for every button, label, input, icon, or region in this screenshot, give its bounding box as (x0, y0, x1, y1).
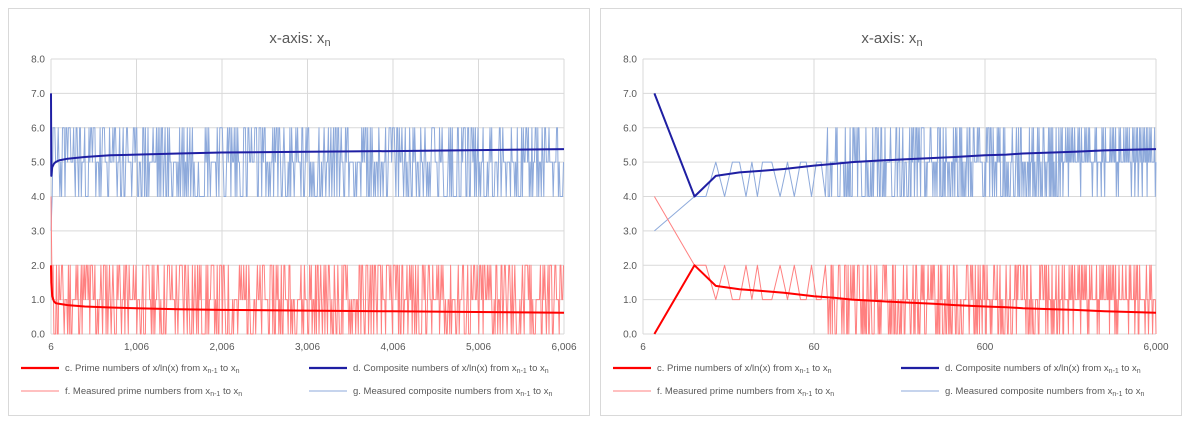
legend-label-c: c. Prime numbers of x/ln(x) from xn-1 to… (65, 363, 240, 375)
y-tick-label: 4.0 (623, 192, 637, 203)
x-tick-label: 6 (48, 342, 54, 353)
y-tick-label: 0.0 (31, 330, 45, 341)
x-tick-label: 1,006 (124, 342, 149, 353)
chart-title: x-axis: xn (861, 30, 922, 49)
y-tick-label: 2.0 (31, 261, 45, 272)
y-tick-label: 8.0 (31, 55, 45, 66)
y-tick-label: 1.0 (31, 295, 45, 306)
legend-label-d: d. Composite numbers of x/ln(x) from xn-… (353, 363, 549, 375)
x-tick-label: 60 (808, 342, 820, 353)
legend-label-f: f. Measured prime numbers from xn-1 to x… (657, 386, 834, 398)
chart-title: x-axis: xn (269, 30, 330, 49)
chart-linear-svg: x-axis: xn 0.0 1.0 2.0 3.0 4.0 5.0 6.0 7.0 8.0 6 1,… (21, 30, 577, 398)
y-tick-label: 3.0 (623, 226, 637, 237)
legend-label-g: g. Measured composite numbers from xn-1 … (945, 386, 1144, 398)
series-line-c (50, 265, 565, 314)
x-tick-label: 600 (977, 342, 994, 353)
series-line-d (653, 93, 1157, 198)
series-line-f (50, 196, 564, 335)
chart-log-svg: x-axis: xn 0.0 1.0 2.0 3.0 4.0 5.0 6.0 7.0 8.0 6 60… (613, 30, 1169, 398)
series-line-c (653, 264, 1157, 335)
x-tick-label: 3,006 (295, 342, 320, 353)
x-tick-label: 6 (640, 342, 646, 353)
legend-label-c: c. Prime numbers of x/ln(x) from xn-1 to… (657, 363, 832, 375)
x-tick-label: 6,000 (1143, 342, 1168, 353)
legend-label-f: f. Measured prime numbers from xn-1 to x… (65, 386, 242, 398)
series-line-g (50, 127, 564, 231)
x-tick-label: 6,006 (551, 342, 576, 353)
series-line-d (50, 93, 565, 177)
y-tick-label: 0.0 (623, 330, 637, 341)
x-tick-label: 2,006 (209, 342, 234, 353)
y-tick-label: 8.0 (623, 55, 637, 66)
y-tick-label: 5.0 (623, 158, 637, 169)
y-tick-label: 3.0 (31, 226, 45, 237)
legend-label-d: d. Composite numbers of x/ln(x) from xn-… (945, 363, 1141, 375)
y-tick-label: 6.0 (623, 123, 637, 134)
y-tick-label: 7.0 (623, 89, 637, 100)
y-tick-label: 1.0 (623, 295, 637, 306)
legend-label-g: g. Measured composite numbers from xn-1 … (353, 386, 552, 398)
y-tick-label: 6.0 (31, 123, 45, 134)
chart-panel-linear: x-axis: xn 0.0 1.0 2.0 3.0 4.0 5.0 6.0 7.0 8.0 6 1,… (8, 8, 590, 416)
y-tick-label: 5.0 (31, 158, 45, 169)
y-tick-label: 7.0 (31, 89, 45, 100)
series-line-f (653, 196, 1157, 335)
chart-panel-log: x-axis: xn 0.0 1.0 2.0 3.0 4.0 5.0 6.0 7.0 8.0 6 60… (600, 8, 1182, 416)
x-tick-label: 5,006 (466, 342, 491, 353)
x-tick-label: 4,006 (380, 342, 405, 353)
y-tick-label: 4.0 (31, 192, 45, 203)
y-tick-label: 2.0 (623, 261, 637, 272)
series-line-g (654, 127, 1157, 232)
